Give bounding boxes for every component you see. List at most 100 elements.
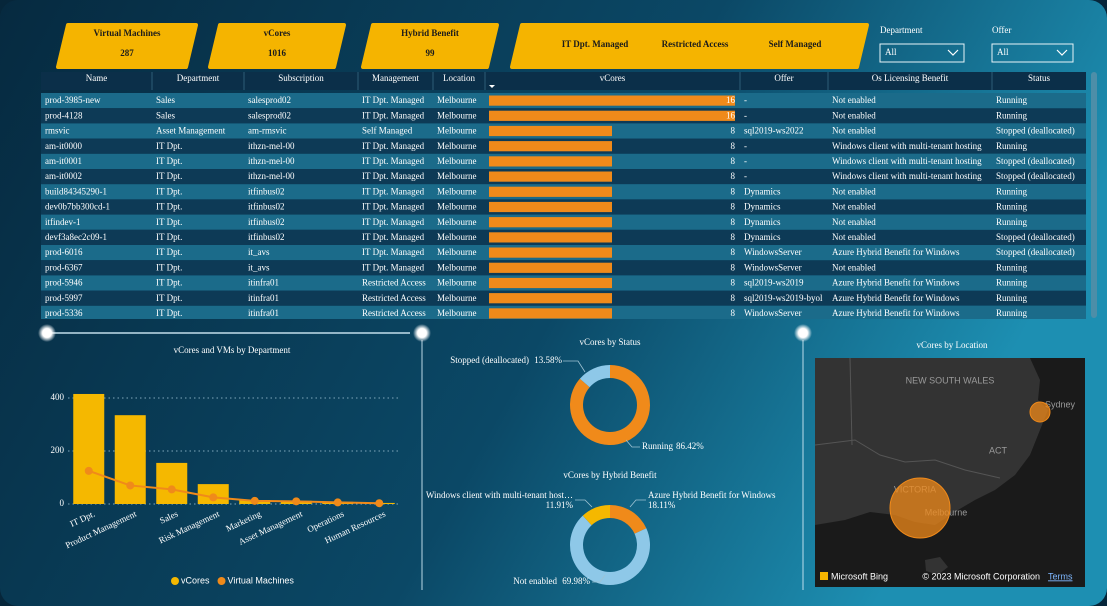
column-header[interactable]: Department — [177, 73, 220, 83]
column-header[interactable]: Location — [443, 73, 475, 83]
table-cell: Restricted Access — [362, 308, 426, 318]
table-header — [41, 72, 1086, 90]
map-attribution[interactable]: Terms — [1048, 571, 1073, 581]
table-cell: rmsvic — [45, 126, 70, 136]
line-marker — [333, 498, 342, 507]
y-tick-label: 200 — [51, 445, 65, 455]
table-cell: Windows client with multi-tenant hosting — [832, 156, 982, 166]
table-cell: sql2019-ws2019-byol — [744, 293, 823, 303]
table-cell: ithzn-mel-00 — [248, 156, 295, 166]
kpi-card — [56, 23, 198, 69]
table-cell: Stopped (deallocated) — [996, 232, 1075, 242]
vcores-bar — [489, 277, 612, 289]
table-cell: 8 — [731, 171, 736, 181]
table-cell: WindowsServer — [744, 308, 802, 318]
table-cell: IT Dpt. Managed — [362, 202, 425, 212]
y-tick-label: 0 — [60, 498, 65, 508]
map-bubble — [1029, 401, 1051, 423]
scrollbar[interactable] — [1091, 72, 1097, 318]
table-cell: itfinbus02 — [248, 217, 285, 227]
table-cell: Azure Hybrid Benefit for Windows — [832, 293, 960, 303]
table-cell: Restricted Access — [362, 278, 426, 288]
table-cell: Melbourne — [437, 247, 477, 257]
data-label: 86.42% — [676, 441, 704, 451]
table-cell: Asset Management — [156, 126, 226, 136]
separator-dot — [413, 324, 431, 342]
table-cell: devf3a8ec2c09-1 — [45, 232, 107, 242]
leader-line — [563, 360, 586, 373]
table-cell: prod-6367 — [45, 262, 83, 272]
line-marker — [209, 493, 218, 502]
table-cell: IT Dpt. Managed — [362, 247, 425, 257]
table-cell: Melbourne — [437, 95, 477, 105]
table-cell: 8 — [731, 126, 736, 136]
column-header[interactable]: vCores — [600, 73, 626, 83]
y-tick-label: 400 — [51, 392, 65, 402]
table-cell: Running — [996, 110, 1028, 120]
chart-title: vCores by Status — [579, 337, 640, 347]
table-cell: Windows client with multi-tenant hosting — [832, 171, 982, 181]
column-header[interactable]: Offer — [774, 73, 793, 83]
filter-dropdown[interactable] — [991, 43, 1074, 63]
table-cell: Running — [996, 217, 1028, 227]
column-header[interactable]: Name — [86, 73, 108, 83]
data-label: 69.98% — [562, 576, 590, 586]
legend-label: vCores — [181, 575, 210, 585]
vcores-bar — [489, 156, 612, 167]
column-header[interactable]: Subscription — [278, 73, 324, 83]
table-cell: Melbourne — [437, 156, 477, 166]
table-cell: itinfra01 — [248, 293, 279, 303]
chart-title: vCores and VMs by Department — [174, 345, 291, 355]
table-cell: 8 — [731, 156, 736, 166]
table-cell: IT Dpt. — [156, 202, 182, 212]
donut-slice — [579, 365, 610, 388]
donut-slice — [610, 505, 647, 534]
table-cell: Not enabled — [832, 202, 876, 212]
map-border — [849, 357, 853, 446]
line — [88, 469, 380, 505]
management-button[interactable]: Self Managed — [769, 39, 822, 49]
table-cell: itfinbus02 — [248, 202, 285, 212]
bing-logo — [820, 572, 828, 580]
filter-dropdown[interactable] — [879, 43, 965, 63]
table-cell: Stopped (deallocated) — [996, 247, 1075, 257]
table-cell: 16 — [726, 110, 736, 120]
vcores-bar — [489, 171, 612, 182]
table-cell: Sales — [156, 110, 175, 120]
table-cell: am-it0000 — [45, 141, 82, 151]
column-header[interactable]: Management — [372, 73, 419, 83]
data-label: 13.58% — [534, 355, 562, 365]
table-cell: IT Dpt. — [156, 262, 182, 272]
table-cell: IT Dpt. Managed — [362, 95, 425, 105]
table-cell: Melbourne — [437, 278, 477, 288]
table-cell: am-rmsvic — [248, 126, 287, 136]
kpi-card — [361, 23, 499, 69]
vcores-bar — [489, 125, 612, 137]
column-header[interactable]: Os Licensing Benefit — [872, 73, 949, 83]
table-cell: Not enabled — [832, 217, 876, 227]
table-cell: sql2019-ws2022 — [744, 126, 804, 136]
vcores-bar — [489, 262, 612, 273]
table-cell: - — [744, 110, 747, 120]
table-cell: Not enabled — [832, 95, 876, 105]
management-button[interactable]: Restricted Access — [662, 39, 729, 49]
vcores-bar — [489, 186, 612, 197]
map-bubble — [889, 477, 951, 539]
management-button[interactable]: IT Dpt. Managed — [562, 39, 629, 49]
data-label-category: Running — [642, 441, 674, 451]
kpi-label: Hybrid Benefit — [401, 28, 459, 38]
table-cell: Running — [996, 95, 1028, 105]
table-cell: IT Dpt. Managed — [362, 186, 425, 196]
column-header[interactable]: Status — [1028, 73, 1051, 83]
legend-swatch — [171, 577, 179, 585]
donut-slice — [570, 365, 650, 445]
leader-line — [629, 499, 646, 508]
table-cell: 8 — [731, 247, 736, 257]
table-cell: am-it0002 — [45, 171, 82, 181]
line-marker — [292, 497, 301, 506]
leader-line — [592, 574, 606, 583]
table-cell: it_avs — [248, 247, 270, 257]
kpi-card — [208, 23, 346, 69]
